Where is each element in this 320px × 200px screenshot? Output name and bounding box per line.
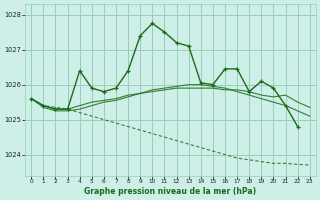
X-axis label: Graphe pression niveau de la mer (hPa): Graphe pression niveau de la mer (hPa) bbox=[84, 187, 257, 196]
